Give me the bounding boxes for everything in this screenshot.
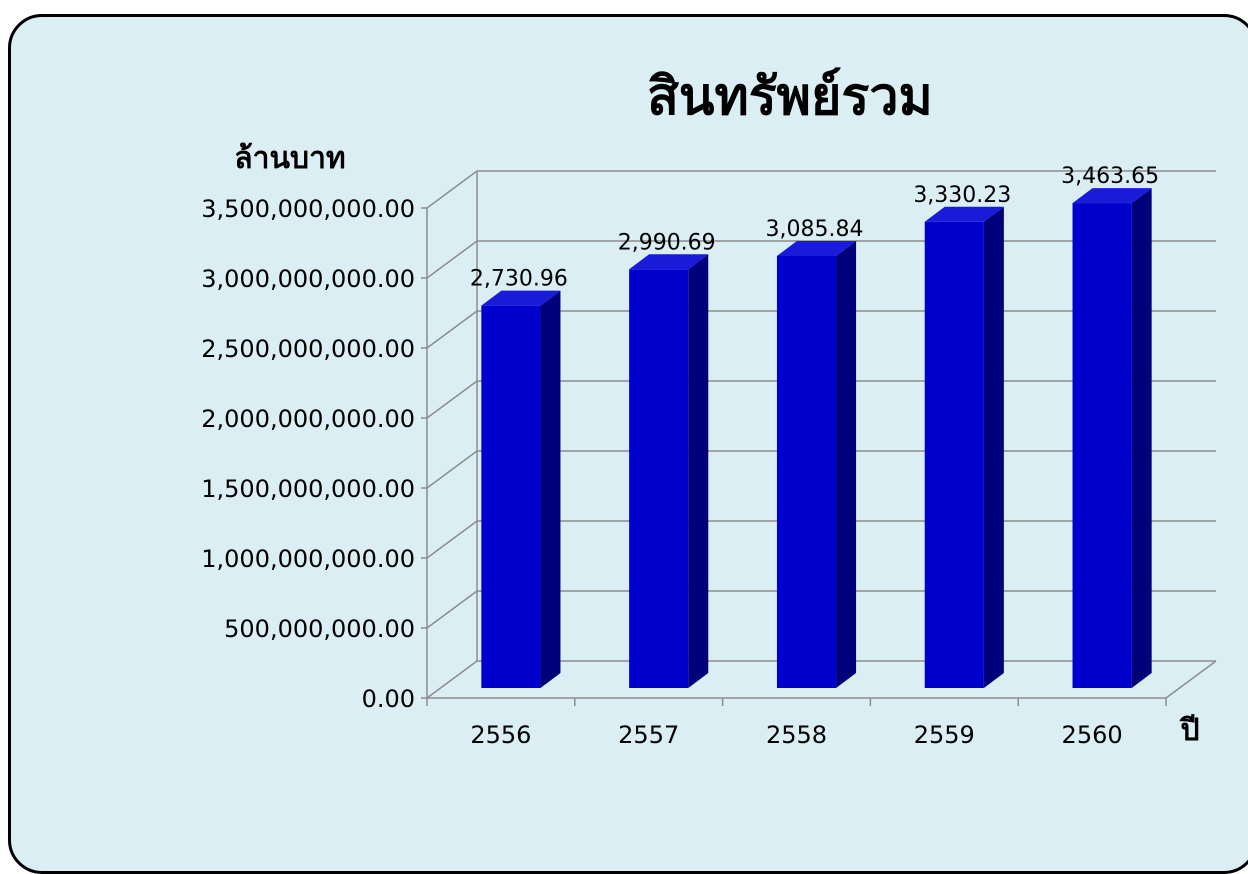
y-tick-label: 0.00	[362, 685, 415, 713]
y-tick-label: 3,500,000,000.00	[201, 195, 415, 223]
y-tick-label: 1,000,000,000.00	[201, 545, 415, 573]
bar-side	[1131, 188, 1152, 689]
gridline-depth	[426, 380, 478, 419]
gridline-depth	[426, 590, 478, 629]
bar-side	[540, 290, 561, 688]
bar	[776, 255, 837, 688]
bar-side	[983, 206, 1004, 688]
x-tick-label: 2557	[618, 721, 679, 749]
floor-edge	[1165, 660, 1217, 699]
gridline-depth	[426, 520, 478, 559]
bar	[924, 221, 984, 688]
bar-side	[688, 254, 709, 688]
chart-canvas: สินทรัพย์รวม ล้านบาท ปี 0.00 500,000,000.…	[201, 67, 1217, 749]
bar-side	[836, 240, 857, 688]
bar-top	[629, 254, 709, 270]
gridline-depth	[426, 450, 478, 489]
gridline-depth	[426, 660, 478, 699]
y-tick-label: 1,500,000,000.00	[201, 475, 415, 503]
gridline-depth	[426, 310, 478, 349]
y-tick-label: 3,000,000,000.00	[201, 265, 415, 293]
x-axis-label: ปี	[1179, 713, 1200, 748]
data-label: 3,085.84	[766, 217, 864, 242]
x-tick-label: 2558	[766, 721, 827, 749]
x-tick-label: 2556	[470, 721, 531, 749]
gridline-depth	[426, 170, 478, 209]
bar	[481, 305, 541, 688]
bar-top	[481, 290, 561, 306]
y-tick-label: 2,500,000,000.00	[201, 335, 415, 363]
bar-top	[1072, 188, 1152, 204]
x-tick-label: 2560	[1062, 721, 1123, 749]
data-label: 2,730.96	[470, 267, 568, 292]
plot-area: 0.00 500,000,000.00 1,000,000,000.00 1,500,…	[201, 164, 1217, 749]
data-label: 3,330.23	[913, 183, 1011, 208]
y-axis-label: ล้านบาท	[234, 141, 345, 176]
bar-top	[776, 240, 857, 256]
chart-title: สินทรัพย์รวม	[647, 67, 933, 127]
x-tick-label: 2559	[914, 721, 975, 749]
y-tick-label: 2,000,000,000.00	[201, 405, 415, 433]
bar-top	[924, 206, 1004, 222]
chart-frame	[8, 14, 1248, 874]
y-tick-label: 500,000,000.00	[224, 615, 415, 643]
data-label: 2,990.69	[618, 230, 716, 255]
gridline-depth	[426, 240, 478, 279]
bar	[629, 269, 689, 688]
bar	[1072, 203, 1132, 689]
data-label: 3,463.65	[1061, 164, 1159, 189]
